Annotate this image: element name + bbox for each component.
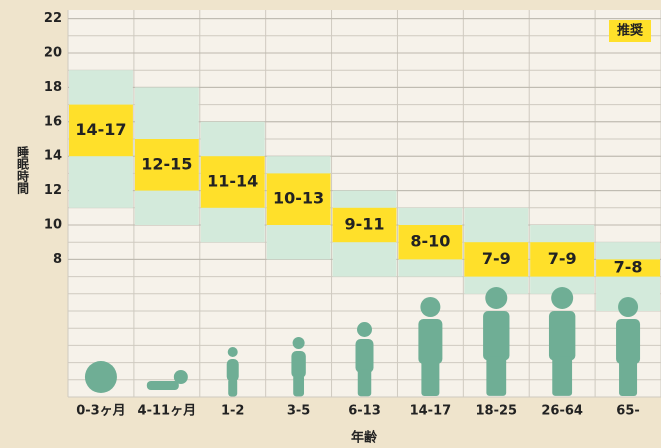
bar-label: 11-14	[207, 172, 258, 191]
x-tick-label: 1-2	[221, 404, 245, 419]
y-axis-label: 睡眠時間	[16, 145, 30, 195]
bar-label: 10-13	[273, 189, 324, 208]
figure-head	[228, 347, 238, 357]
figure-legs	[228, 379, 237, 397]
y-tick-label: 22	[44, 11, 62, 26]
figure-head	[551, 287, 573, 309]
y-tick-label: 10	[44, 218, 62, 233]
y-tick-label: 16	[44, 114, 62, 129]
legend-label: 推奨	[617, 23, 644, 39]
figure-legs	[358, 369, 372, 396]
figure-head	[618, 297, 638, 317]
x-tick-label: 6-13	[348, 404, 381, 419]
figure-body	[291, 351, 305, 378]
figure-body	[616, 319, 640, 364]
x-tick-label: 65-	[616, 404, 640, 419]
figure-legs	[552, 356, 572, 396]
x-tick-label: 0-3ヶ月	[76, 404, 126, 419]
x-tick-label: 3-5	[287, 404, 311, 419]
figure-body	[147, 381, 179, 390]
bar-label: 14-17	[75, 120, 126, 139]
x-tick-label: 18-25	[475, 404, 517, 419]
chart: 睡眠時間 年齢 8 10 12 14 16 18 20 22 14-17 12-15 11-14 10…	[0, 0, 661, 448]
figure-body	[227, 359, 239, 382]
figure-body	[418, 319, 442, 364]
figure-head	[357, 322, 372, 337]
y-axis-label-text: 睡眠時間	[16, 145, 30, 195]
bar-label: 8-10	[410, 232, 450, 251]
x-tick-label: 4-11ヶ月	[138, 404, 197, 419]
figure-legs	[486, 356, 506, 396]
figure-legs	[619, 360, 637, 396]
bar-label: 9-11	[344, 215, 384, 234]
figure-head	[293, 337, 305, 349]
baby-figure	[85, 361, 117, 393]
bar-label: 7-9	[482, 249, 511, 268]
y-tick-label: 18	[44, 80, 62, 95]
figure-legs	[293, 375, 304, 397]
bar-label: 7-8	[614, 258, 643, 277]
y-tick-label: 8	[53, 252, 62, 267]
figure-head	[420, 297, 440, 317]
figure-body	[549, 311, 575, 361]
figure-legs	[421, 360, 439, 396]
y-tick-label: 20	[44, 46, 62, 61]
x-tick-label: 14-17	[410, 404, 452, 419]
y-tick-label: 14	[44, 149, 62, 164]
bar-label: 7-9	[548, 249, 577, 268]
figure-head	[485, 287, 507, 309]
figure-body	[356, 339, 374, 373]
x-tick-label: 26-64	[541, 404, 583, 419]
bar-label: 12-15	[141, 154, 192, 173]
x-axis-label: 年齢	[351, 430, 378, 446]
y-tick-label: 12	[44, 183, 62, 198]
figure-body	[483, 311, 509, 361]
